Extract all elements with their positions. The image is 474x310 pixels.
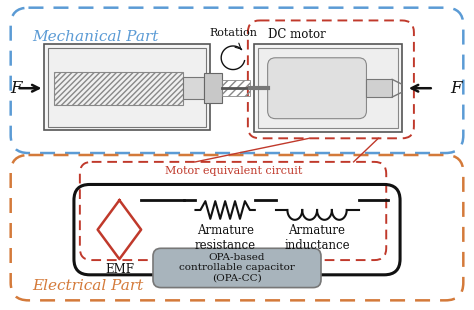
Text: Mechanical Part: Mechanical Part [32,30,159,44]
FancyBboxPatch shape [204,73,222,103]
Text: F: F [450,80,461,97]
FancyBboxPatch shape [44,44,210,131]
Text: Armature
resistance: Armature resistance [195,224,255,252]
Text: OPA-based
controllable capacitor
(OPA-CC): OPA-based controllable capacitor (OPA-CC… [179,253,295,283]
Text: DC motor: DC motor [268,28,325,41]
Text: EMF: EMF [105,263,134,276]
FancyBboxPatch shape [254,44,402,132]
FancyBboxPatch shape [268,58,366,119]
FancyBboxPatch shape [153,248,321,288]
FancyBboxPatch shape [182,78,204,99]
Text: F: F [11,80,22,97]
FancyBboxPatch shape [366,79,392,97]
Text: Motor equivalent circuit: Motor equivalent circuit [165,166,303,176]
Text: Rotation: Rotation [209,28,257,38]
FancyBboxPatch shape [258,48,398,128]
Text: Armature
inductance: Armature inductance [284,224,350,252]
Text: Electrical Part: Electrical Part [32,280,144,294]
FancyBboxPatch shape [48,48,206,126]
